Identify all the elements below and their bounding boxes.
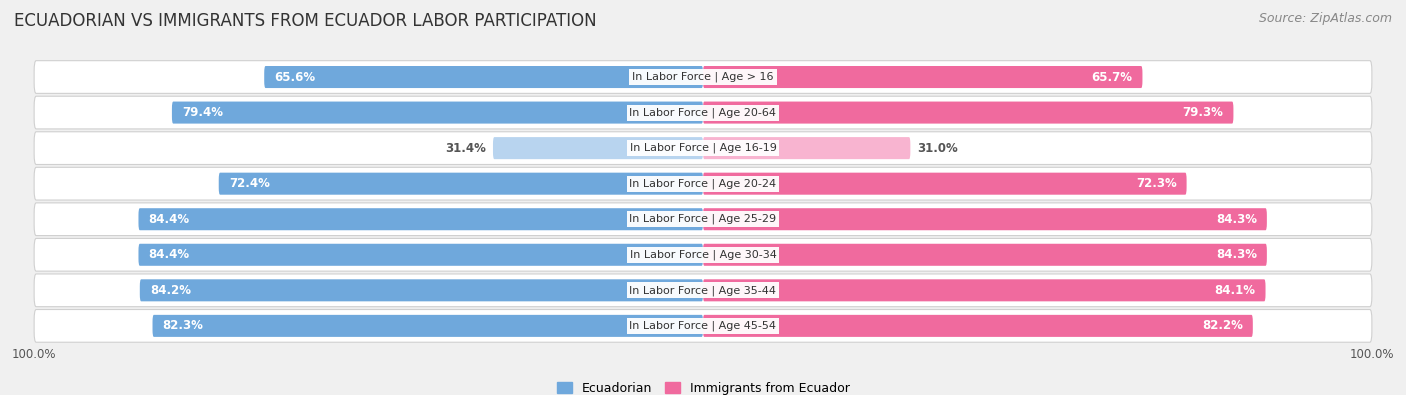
Text: 84.3%: 84.3% bbox=[1216, 248, 1257, 261]
FancyBboxPatch shape bbox=[703, 279, 1265, 301]
FancyBboxPatch shape bbox=[138, 208, 703, 230]
Text: In Labor Force | Age 25-29: In Labor Force | Age 25-29 bbox=[630, 214, 776, 224]
Text: 84.3%: 84.3% bbox=[1216, 213, 1257, 226]
FancyBboxPatch shape bbox=[152, 315, 703, 337]
Text: 31.0%: 31.0% bbox=[917, 142, 957, 154]
FancyBboxPatch shape bbox=[34, 239, 1372, 271]
FancyBboxPatch shape bbox=[703, 102, 1233, 124]
Text: 72.4%: 72.4% bbox=[229, 177, 270, 190]
Text: 82.3%: 82.3% bbox=[163, 320, 204, 332]
FancyBboxPatch shape bbox=[703, 66, 1143, 88]
FancyBboxPatch shape bbox=[34, 274, 1372, 307]
FancyBboxPatch shape bbox=[34, 203, 1372, 235]
Text: In Labor Force | Age 16-19: In Labor Force | Age 16-19 bbox=[630, 143, 776, 153]
Text: ECUADORIAN VS IMMIGRANTS FROM ECUADOR LABOR PARTICIPATION: ECUADORIAN VS IMMIGRANTS FROM ECUADOR LA… bbox=[14, 12, 596, 30]
Text: 72.3%: 72.3% bbox=[1136, 177, 1177, 190]
FancyBboxPatch shape bbox=[703, 208, 1267, 230]
Legend: Ecuadorian, Immigrants from Ecuador: Ecuadorian, Immigrants from Ecuador bbox=[551, 377, 855, 395]
Text: 31.4%: 31.4% bbox=[446, 142, 486, 154]
Text: 79.4%: 79.4% bbox=[181, 106, 224, 119]
FancyBboxPatch shape bbox=[703, 244, 1267, 266]
FancyBboxPatch shape bbox=[34, 167, 1372, 200]
FancyBboxPatch shape bbox=[264, 66, 703, 88]
FancyBboxPatch shape bbox=[703, 173, 1187, 195]
Text: In Labor Force | Age 20-24: In Labor Force | Age 20-24 bbox=[630, 179, 776, 189]
Text: In Labor Force | Age > 16: In Labor Force | Age > 16 bbox=[633, 72, 773, 82]
Text: 65.6%: 65.6% bbox=[274, 71, 315, 83]
Text: In Labor Force | Age 45-54: In Labor Force | Age 45-54 bbox=[630, 321, 776, 331]
Text: 84.4%: 84.4% bbox=[149, 248, 190, 261]
Text: Source: ZipAtlas.com: Source: ZipAtlas.com bbox=[1258, 12, 1392, 25]
FancyBboxPatch shape bbox=[34, 310, 1372, 342]
FancyBboxPatch shape bbox=[139, 279, 703, 301]
FancyBboxPatch shape bbox=[172, 102, 703, 124]
Text: 84.1%: 84.1% bbox=[1215, 284, 1256, 297]
Text: 65.7%: 65.7% bbox=[1091, 71, 1132, 83]
FancyBboxPatch shape bbox=[138, 244, 703, 266]
FancyBboxPatch shape bbox=[494, 137, 703, 159]
Text: 82.2%: 82.2% bbox=[1202, 320, 1243, 332]
Text: 84.4%: 84.4% bbox=[149, 213, 190, 226]
Text: In Labor Force | Age 30-34: In Labor Force | Age 30-34 bbox=[630, 250, 776, 260]
FancyBboxPatch shape bbox=[34, 96, 1372, 129]
FancyBboxPatch shape bbox=[703, 315, 1253, 337]
FancyBboxPatch shape bbox=[219, 173, 703, 195]
FancyBboxPatch shape bbox=[34, 132, 1372, 164]
Text: In Labor Force | Age 35-44: In Labor Force | Age 35-44 bbox=[630, 285, 776, 295]
FancyBboxPatch shape bbox=[34, 61, 1372, 93]
Text: In Labor Force | Age 20-64: In Labor Force | Age 20-64 bbox=[630, 107, 776, 118]
Text: 84.2%: 84.2% bbox=[150, 284, 191, 297]
Text: 79.3%: 79.3% bbox=[1182, 106, 1223, 119]
FancyBboxPatch shape bbox=[703, 137, 910, 159]
